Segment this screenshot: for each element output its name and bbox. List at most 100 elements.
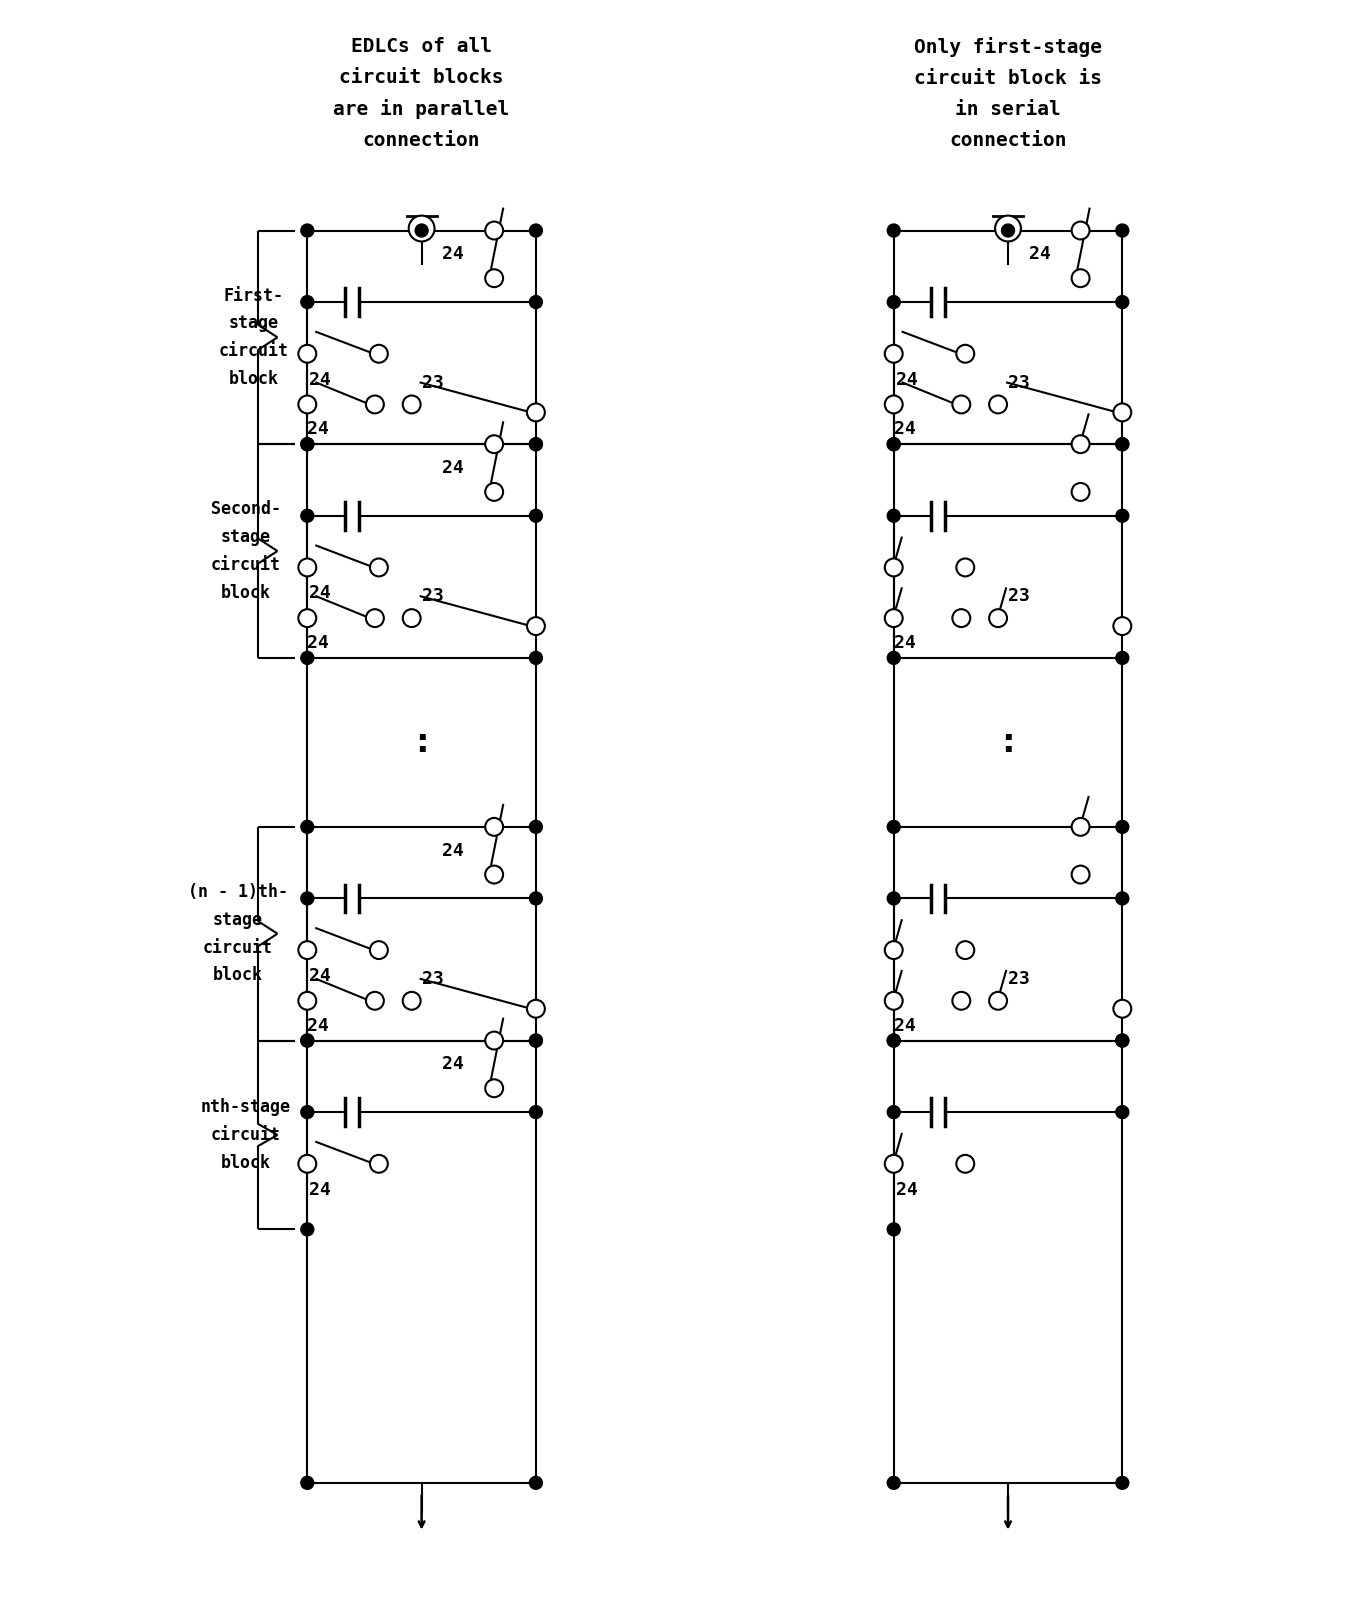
Text: 24: 24: [896, 1181, 918, 1199]
Circle shape: [529, 509, 543, 522]
Circle shape: [529, 1033, 543, 1048]
Circle shape: [888, 1106, 900, 1118]
Circle shape: [370, 1155, 388, 1173]
Circle shape: [529, 651, 543, 664]
Circle shape: [485, 484, 503, 501]
Circle shape: [888, 821, 900, 834]
Circle shape: [301, 509, 314, 522]
Text: :: :: [997, 725, 1019, 760]
Circle shape: [1114, 403, 1132, 421]
Circle shape: [301, 1033, 314, 1048]
Text: :: :: [411, 725, 433, 760]
Circle shape: [485, 270, 503, 288]
Circle shape: [529, 892, 543, 905]
Circle shape: [1115, 437, 1129, 450]
Text: 24: 24: [310, 1181, 332, 1199]
Circle shape: [529, 437, 543, 450]
Circle shape: [995, 215, 1021, 241]
Circle shape: [485, 1080, 503, 1098]
Text: 24: 24: [443, 842, 464, 860]
Circle shape: [403, 395, 421, 413]
Text: 24: 24: [307, 635, 329, 652]
Circle shape: [370, 559, 388, 577]
Circle shape: [299, 559, 316, 577]
Text: 23: 23: [422, 373, 444, 392]
Circle shape: [956, 942, 974, 959]
Text: 24: 24: [443, 1056, 464, 1073]
Circle shape: [485, 866, 503, 884]
Circle shape: [485, 1032, 503, 1049]
Circle shape: [529, 1477, 543, 1490]
Circle shape: [485, 435, 503, 453]
Text: 23: 23: [1008, 587, 1030, 606]
Circle shape: [1115, 821, 1129, 834]
Text: 24: 24: [443, 460, 464, 477]
Circle shape: [989, 395, 1007, 413]
Circle shape: [1115, 1477, 1129, 1490]
Circle shape: [888, 1033, 900, 1048]
Circle shape: [1071, 484, 1089, 501]
Text: 24: 24: [307, 1017, 329, 1035]
Circle shape: [366, 992, 384, 1009]
Circle shape: [888, 296, 900, 309]
Text: EDLCs of all
circuit blocks
are in parallel
connection: EDLCs of all circuit blocks are in paral…: [333, 37, 510, 151]
Circle shape: [1115, 223, 1129, 236]
Circle shape: [989, 992, 1007, 1009]
Circle shape: [1115, 1106, 1129, 1118]
Circle shape: [888, 437, 900, 450]
Circle shape: [1115, 437, 1129, 450]
Circle shape: [415, 223, 427, 236]
Circle shape: [485, 818, 503, 836]
Circle shape: [1115, 651, 1129, 664]
Circle shape: [370, 346, 388, 363]
Text: 24: 24: [896, 371, 918, 389]
Circle shape: [301, 1223, 314, 1236]
Circle shape: [888, 509, 900, 522]
Circle shape: [527, 403, 545, 421]
Circle shape: [527, 1000, 545, 1017]
Text: 23: 23: [422, 971, 444, 988]
Text: 24: 24: [893, 421, 915, 439]
Circle shape: [485, 222, 503, 239]
Circle shape: [885, 609, 903, 627]
Circle shape: [299, 942, 316, 959]
Text: 24: 24: [893, 635, 915, 652]
Circle shape: [301, 1477, 314, 1490]
Circle shape: [885, 1155, 903, 1173]
Text: 24: 24: [310, 585, 332, 603]
Circle shape: [1114, 617, 1132, 635]
Text: 24: 24: [310, 967, 332, 985]
Text: nth-stage
circuit
block: nth-stage circuit block: [200, 1098, 290, 1172]
Circle shape: [301, 223, 314, 236]
Circle shape: [888, 1477, 900, 1490]
Circle shape: [301, 1106, 314, 1118]
Text: 24: 24: [310, 371, 332, 389]
Circle shape: [366, 395, 384, 413]
Text: 24: 24: [307, 421, 329, 439]
Circle shape: [956, 1155, 974, 1173]
Circle shape: [888, 223, 900, 236]
Circle shape: [529, 1106, 543, 1118]
Text: 23: 23: [422, 587, 444, 606]
Circle shape: [529, 1033, 543, 1048]
Circle shape: [888, 1223, 900, 1236]
Circle shape: [529, 223, 543, 236]
Circle shape: [301, 296, 314, 309]
Circle shape: [299, 395, 316, 413]
Circle shape: [1071, 866, 1089, 884]
Circle shape: [1115, 1033, 1129, 1048]
Text: 24: 24: [893, 1017, 915, 1035]
Circle shape: [529, 821, 543, 834]
Circle shape: [301, 821, 314, 834]
Circle shape: [301, 437, 314, 450]
Circle shape: [299, 346, 316, 363]
Circle shape: [885, 395, 903, 413]
Circle shape: [299, 609, 316, 627]
Text: 23: 23: [1008, 373, 1030, 392]
Text: 24: 24: [443, 246, 464, 264]
Circle shape: [888, 892, 900, 905]
Text: (n - 1)th-
stage
circuit
block: (n - 1)th- stage circuit block: [188, 882, 288, 985]
Text: 24: 24: [1029, 246, 1051, 264]
Circle shape: [1071, 222, 1089, 239]
Circle shape: [301, 437, 314, 450]
